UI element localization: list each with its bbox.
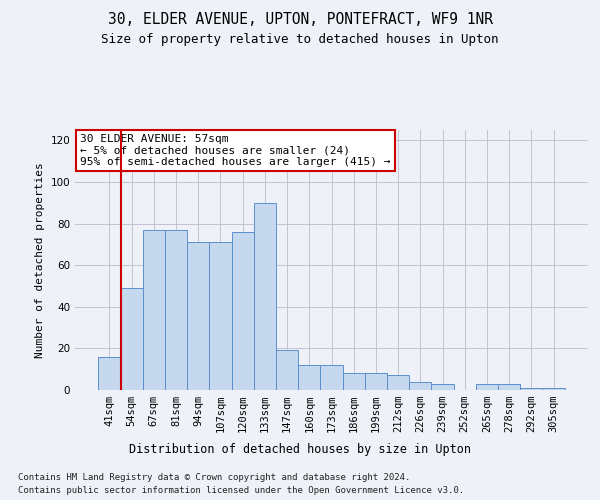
Text: Distribution of detached houses by size in Upton: Distribution of detached houses by size …: [129, 442, 471, 456]
Bar: [232, 232, 254, 390]
Bar: [121, 288, 143, 390]
Bar: [209, 242, 232, 390]
Text: 30 ELDER AVENUE: 57sqm
← 5% of detached houses are smaller (24)
95% of semi-deta: 30 ELDER AVENUE: 57sqm ← 5% of detached …: [80, 134, 391, 167]
Bar: [343, 374, 365, 390]
Bar: [165, 230, 187, 390]
Text: Size of property relative to detached houses in Upton: Size of property relative to detached ho…: [101, 32, 499, 46]
Text: Contains HM Land Registry data © Crown copyright and database right 2024.: Contains HM Land Registry data © Crown c…: [18, 472, 410, 482]
Y-axis label: Number of detached properties: Number of detached properties: [35, 162, 45, 358]
Text: Contains public sector information licensed under the Open Government Licence v3: Contains public sector information licen…: [18, 486, 464, 495]
Bar: [254, 203, 276, 390]
Bar: [476, 384, 498, 390]
Bar: [298, 365, 320, 390]
Bar: [187, 242, 209, 390]
Bar: [542, 388, 565, 390]
Bar: [143, 230, 165, 390]
Bar: [276, 350, 298, 390]
Bar: [431, 384, 454, 390]
Bar: [98, 356, 121, 390]
Bar: [498, 384, 520, 390]
Bar: [320, 365, 343, 390]
Bar: [520, 388, 542, 390]
Bar: [365, 374, 387, 390]
Text: 30, ELDER AVENUE, UPTON, PONTEFRACT, WF9 1NR: 30, ELDER AVENUE, UPTON, PONTEFRACT, WF9…: [107, 12, 493, 28]
Bar: [409, 382, 431, 390]
Bar: [387, 376, 409, 390]
